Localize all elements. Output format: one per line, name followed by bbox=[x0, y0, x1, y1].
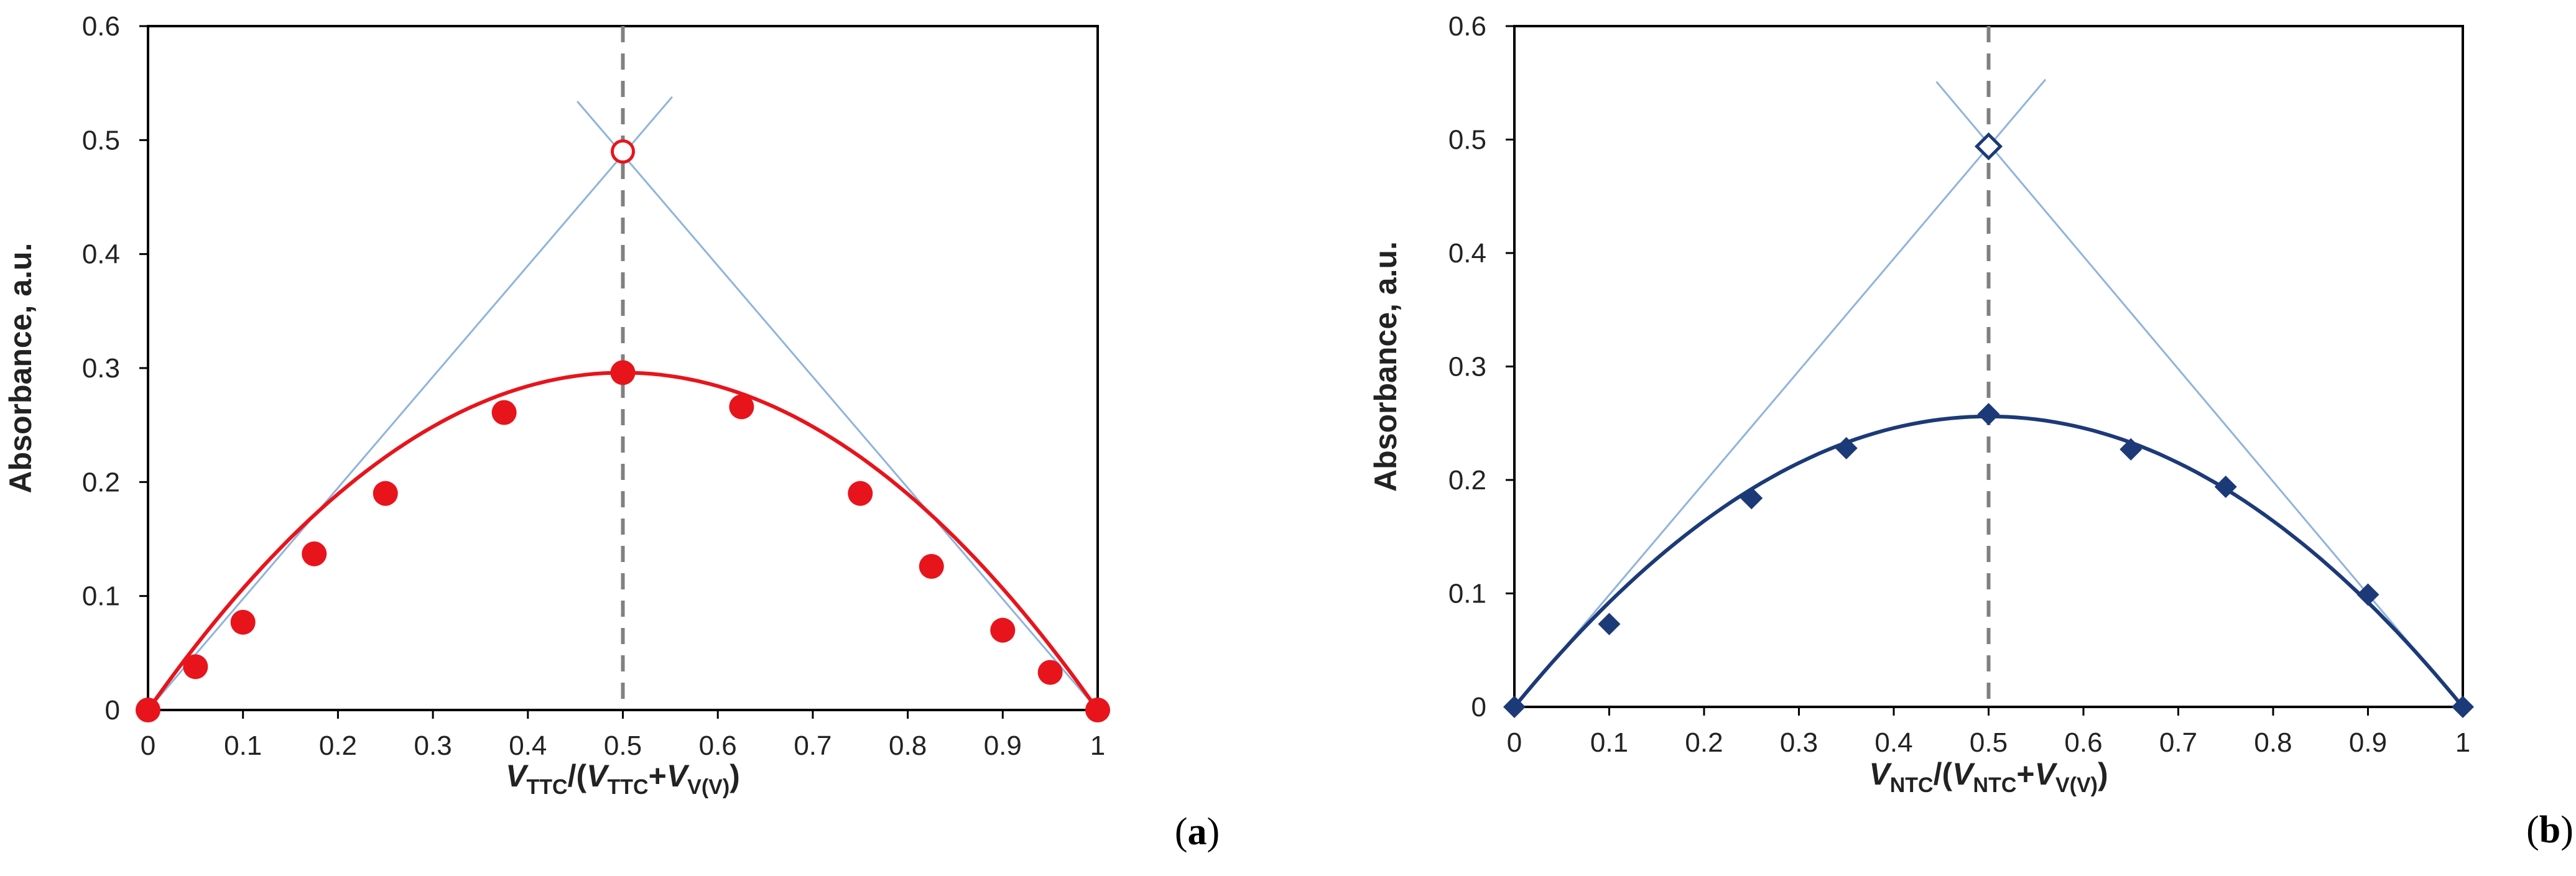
x-tick-label: 0.6 bbox=[2064, 727, 2102, 758]
x-tick-label: 0.9 bbox=[984, 731, 1022, 761]
data-point bbox=[610, 360, 636, 385]
data-point bbox=[848, 481, 873, 506]
tangent-line-2 bbox=[1935, 81, 2464, 708]
tangent-line-1 bbox=[147, 96, 674, 711]
data-point bbox=[230, 609, 256, 635]
y-tick-label: 0.2 bbox=[1448, 465, 1486, 496]
x-tick-label: 0.8 bbox=[2254, 727, 2292, 758]
data-point bbox=[2214, 475, 2237, 498]
data-point bbox=[373, 481, 398, 506]
data-point bbox=[1977, 403, 2000, 426]
data-point bbox=[729, 394, 754, 420]
y-tick-label: 0.6 bbox=[1448, 11, 1486, 42]
data-point bbox=[183, 654, 208, 680]
data-point bbox=[2120, 438, 2143, 461]
data-point bbox=[919, 554, 944, 579]
tangent-line-2 bbox=[577, 101, 1099, 711]
x-tick-label: 0.3 bbox=[414, 731, 452, 761]
x-tick-label: 0.2 bbox=[1685, 727, 1723, 758]
x-tick-label: 0.5 bbox=[604, 731, 642, 761]
data-point bbox=[136, 698, 160, 722]
panel-label: (a) bbox=[1175, 811, 1220, 853]
x-tick-label: 0.1 bbox=[1590, 727, 1628, 758]
y-tick-label: 0.5 bbox=[82, 125, 120, 155]
data-point bbox=[302, 541, 327, 566]
tangent-line-1 bbox=[1513, 78, 2047, 708]
data-point bbox=[1835, 436, 1858, 459]
data-point bbox=[1085, 698, 1110, 722]
data-point bbox=[990, 617, 1016, 643]
x-tick-label: 0.6 bbox=[699, 731, 737, 761]
data-point bbox=[2356, 583, 2379, 606]
y-tick-label: 0.1 bbox=[1448, 579, 1486, 609]
x-axis-label: VNTC/(VNTC+VV(V)) bbox=[1869, 757, 2108, 797]
data-point bbox=[491, 400, 517, 425]
x-tick-label: 0.7 bbox=[2159, 727, 2197, 758]
x-tick-label: 0.8 bbox=[889, 731, 927, 761]
x-tick-label: 0.1 bbox=[224, 731, 262, 761]
panel-label: (b) bbox=[2526, 809, 2574, 851]
y-tick-label: 0 bbox=[1471, 692, 1486, 722]
y-tick-label: 0 bbox=[105, 695, 120, 726]
chart-panel-b: 0 0.1 0.2 0.3 0.4 0.5 0.6 0.7 0.8 0.9 1 0 0.1 0.2 0.3 0… bbox=[1368, 11, 2574, 851]
y-tick-label: 0.4 bbox=[1448, 238, 1486, 269]
x-tick-label: 0.5 bbox=[1970, 727, 2008, 758]
data-point bbox=[1740, 487, 1763, 510]
intersection-point bbox=[611, 139, 635, 164]
data-point bbox=[2452, 696, 2474, 718]
y-tick-label: 0.3 bbox=[82, 353, 120, 384]
x-tick-label: 1 bbox=[2455, 727, 2470, 758]
x-tick-label: 0 bbox=[141, 731, 155, 761]
x-tick-label: 0.2 bbox=[319, 731, 357, 761]
data-point bbox=[1037, 660, 1063, 685]
x-tick-label: 1 bbox=[1090, 731, 1105, 761]
x-tick-label: 0 bbox=[1507, 727, 1522, 758]
y-tick-label: 0.1 bbox=[82, 581, 120, 612]
data-point bbox=[1503, 696, 1526, 718]
y-axis-label: Absorbance, a.u. bbox=[3, 243, 38, 494]
y-tick-label: 0.6 bbox=[82, 11, 120, 42]
y-tick-label: 0.3 bbox=[1448, 352, 1486, 382]
y-tick-label: 0.2 bbox=[82, 467, 120, 497]
x-axis-label: VTTC/(VTTC+VV(V)) bbox=[506, 758, 740, 799]
y-tick-label: 0.4 bbox=[82, 239, 120, 270]
x-tick-label: 0.9 bbox=[2349, 727, 2387, 758]
x-tick-label: 0.4 bbox=[509, 731, 547, 761]
y-tick-label: 0.5 bbox=[1448, 125, 1486, 155]
chart-panel-a: 0 0.1 0.2 0.3 0.4 0.5 0.6 0.7 0.8 0.9 1 0 0.1 0.2 0.3 0… bbox=[3, 11, 1220, 853]
x-tick-label: 0.4 bbox=[1874, 727, 1912, 758]
data-point bbox=[1598, 612, 1621, 635]
y-axis-label: Absorbance, a.u. bbox=[1368, 241, 1403, 492]
intersection-point bbox=[1974, 132, 2003, 160]
x-tick-label: 0.3 bbox=[1780, 727, 1818, 758]
x-tick-label: 0.7 bbox=[794, 731, 832, 761]
